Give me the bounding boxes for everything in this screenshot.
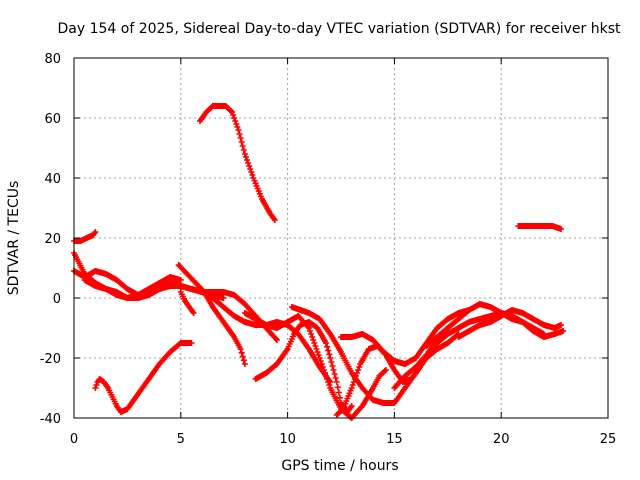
y-tick-label: 60 bbox=[44, 112, 61, 127]
marker-trail bbox=[197, 103, 278, 223]
series-track-06 bbox=[177, 289, 197, 316]
axis-ticks: 0 5 10 15 20 25 -40 -20 0 20 40 60 80 bbox=[40, 52, 617, 447]
marker-trail bbox=[498, 310, 567, 340]
series-track-07 bbox=[175, 262, 248, 367]
marker-trail bbox=[177, 289, 197, 316]
x-tick-label: 5 bbox=[177, 432, 185, 447]
chart-title: Day 154 of 2025, Sidereal Day-to-day VTE… bbox=[58, 21, 621, 37]
grid-lines bbox=[74, 58, 608, 418]
x-tick-label: 20 bbox=[493, 432, 510, 447]
series-track-18 bbox=[498, 310, 567, 340]
x-axis-title: GPS time / hours bbox=[281, 458, 398, 474]
series-track-12 bbox=[241, 310, 389, 421]
series-track-10 bbox=[252, 319, 355, 415]
y-tick-label: -40 bbox=[40, 412, 61, 427]
y-tick-label: 20 bbox=[44, 232, 61, 247]
marker-trail bbox=[241, 310, 389, 421]
series-track-08 bbox=[197, 103, 278, 223]
y-tick-label: 0 bbox=[53, 292, 61, 307]
data-points bbox=[71, 103, 567, 421]
series-track-05 bbox=[92, 340, 195, 415]
marker-trail bbox=[92, 340, 195, 415]
marker-trail bbox=[252, 319, 355, 415]
series-track-19 bbox=[515, 223, 564, 232]
marker-trail bbox=[175, 262, 248, 367]
y-tick-label: -20 bbox=[40, 352, 61, 367]
marker-trail bbox=[515, 223, 564, 232]
y-tick-label: 40 bbox=[44, 172, 61, 187]
x-tick-label: 25 bbox=[600, 432, 617, 447]
x-tick-label: 10 bbox=[279, 432, 296, 447]
y-axis-title: SDTVAR / TECUs bbox=[6, 181, 22, 296]
x-tick-label: 15 bbox=[386, 432, 403, 447]
y-tick-label: 80 bbox=[44, 52, 61, 67]
x-tick-label: 0 bbox=[70, 432, 78, 447]
